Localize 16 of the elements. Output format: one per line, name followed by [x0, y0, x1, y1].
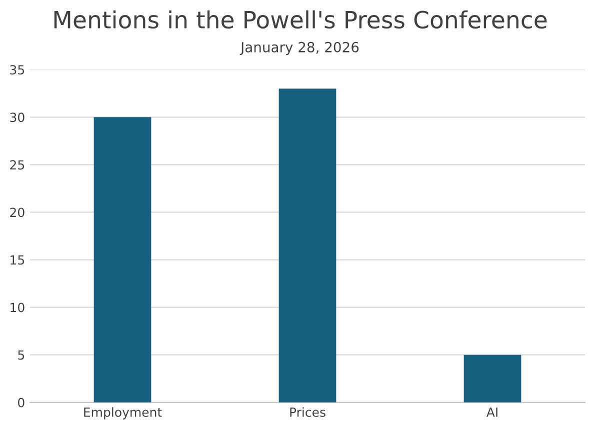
y-tick-label: 15: [10, 255, 24, 265]
y-tick-label: 30: [10, 112, 24, 122]
bar: [94, 117, 152, 402]
x-tick-label: AI: [486, 408, 498, 417]
y-tick-label: 35: [10, 65, 24, 75]
y-tick-label: 0: [18, 398, 24, 408]
y-tick-label: 25: [10, 160, 24, 170]
x-tick-label: Prices: [290, 407, 326, 417]
y-tick-label: 10: [10, 302, 24, 312]
chart-title: Mentions in the Powell's Press Conference: [54, 10, 547, 29]
y-tick-label: 20: [10, 208, 24, 218]
chart-subtitle: January 28, 2026: [240, 42, 359, 56]
bar: [278, 88, 336, 402]
x-tick-label: Employment: [84, 407, 162, 420]
bar: [464, 354, 522, 402]
y-tick-label: 5: [18, 350, 24, 360]
